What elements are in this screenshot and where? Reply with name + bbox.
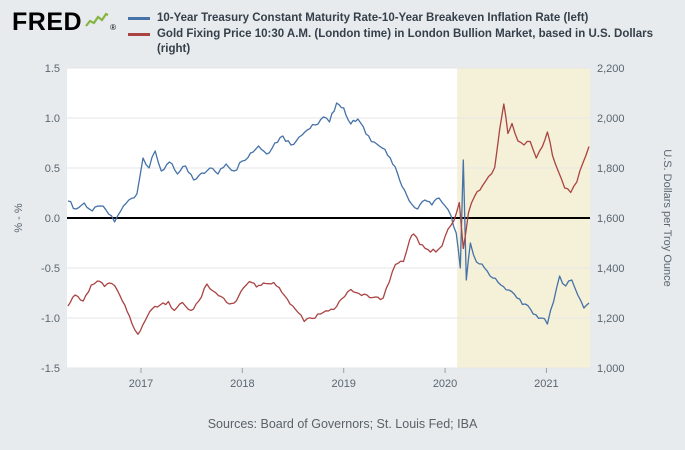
right-axis-title: U.S. Dollars per Troy Ounce — [661, 149, 673, 287]
left-axis-tick-label: 1.0 — [45, 113, 60, 125]
fred-logo: FRED ® — [12, 8, 116, 35]
right-axis-tick-label: 2,000 — [597, 113, 625, 125]
left-axis-tick-label: -1.5 — [41, 363, 60, 375]
x-axis-tick-label: 2021 — [534, 378, 558, 390]
chart-canvas: 2017 2018 2019 2020 2021 1.5 1.0 0.5 0.0 -0.5 -1.0… — [13, 63, 673, 390]
left-axis-tick-label: 1.5 — [45, 63, 60, 75]
right-axis-tick-label: 1,200 — [597, 313, 625, 325]
left-axis-title: % - % — [13, 203, 25, 233]
right-axis-tick-label: 1,600 — [597, 213, 625, 225]
fred-sparkline-icon — [85, 12, 109, 27]
legend: 10-Year Treasury Constant Maturity Rate-… — [127, 8, 677, 58]
left-axis-tick-label: 0.0 — [45, 213, 60, 225]
x-axis-tick-label: 2019 — [331, 378, 355, 390]
sources-note: Sources: Board of Governors; St. Louis F… — [207, 417, 478, 431]
legend-item-treasury-spread: 10-Year Treasury Constant Maturity Rate-… — [127, 11, 677, 27]
legend-swatch-red — [127, 32, 150, 36]
legend-label-treasury-spread: 10-Year Treasury Constant Maturity Rate-… — [156, 12, 589, 24]
legend-item-gold-price: Gold Fixing Price 10:30 A.M. (London tim… — [127, 27, 677, 58]
gold-price-line — [67, 102, 590, 335]
chart-area: 2017 2018 2019 2020 2021 1.5 1.0 0.5 0.0 -0.5 -1.0… — [0, 60, 685, 392]
x-axis-tick-label: 2020 — [433, 378, 457, 390]
right-axis-tick-label: 1,400 — [597, 263, 625, 275]
right-axis-tick-label: 1,800 — [597, 163, 625, 175]
left-axis-tick-label: -1.0 — [41, 313, 60, 325]
chart-header: FRED ® 10-Year Treasury Constant Maturit… — [0, 0, 685, 58]
x-axis-tick-label: 2018 — [230, 378, 254, 390]
legend-swatch-blue — [127, 17, 150, 20]
left-axis-tick-label: -0.5 — [41, 263, 60, 275]
registered-trademark: ® — [110, 23, 116, 32]
fred-logo-text: FRED — [12, 8, 83, 36]
right-axis-tick-label: 1,000 — [597, 363, 625, 375]
legend-label-gold-price: Gold Fixing Price 10:30 A.M. (London tim… — [156, 27, 654, 56]
right-axis-tick-label: 2,200 — [597, 63, 625, 75]
x-axis-tick-label: 2017 — [129, 378, 153, 390]
left-axis-tick-label: 0.5 — [45, 163, 60, 175]
treasury-breakeven-spread-line — [67, 101, 590, 325]
